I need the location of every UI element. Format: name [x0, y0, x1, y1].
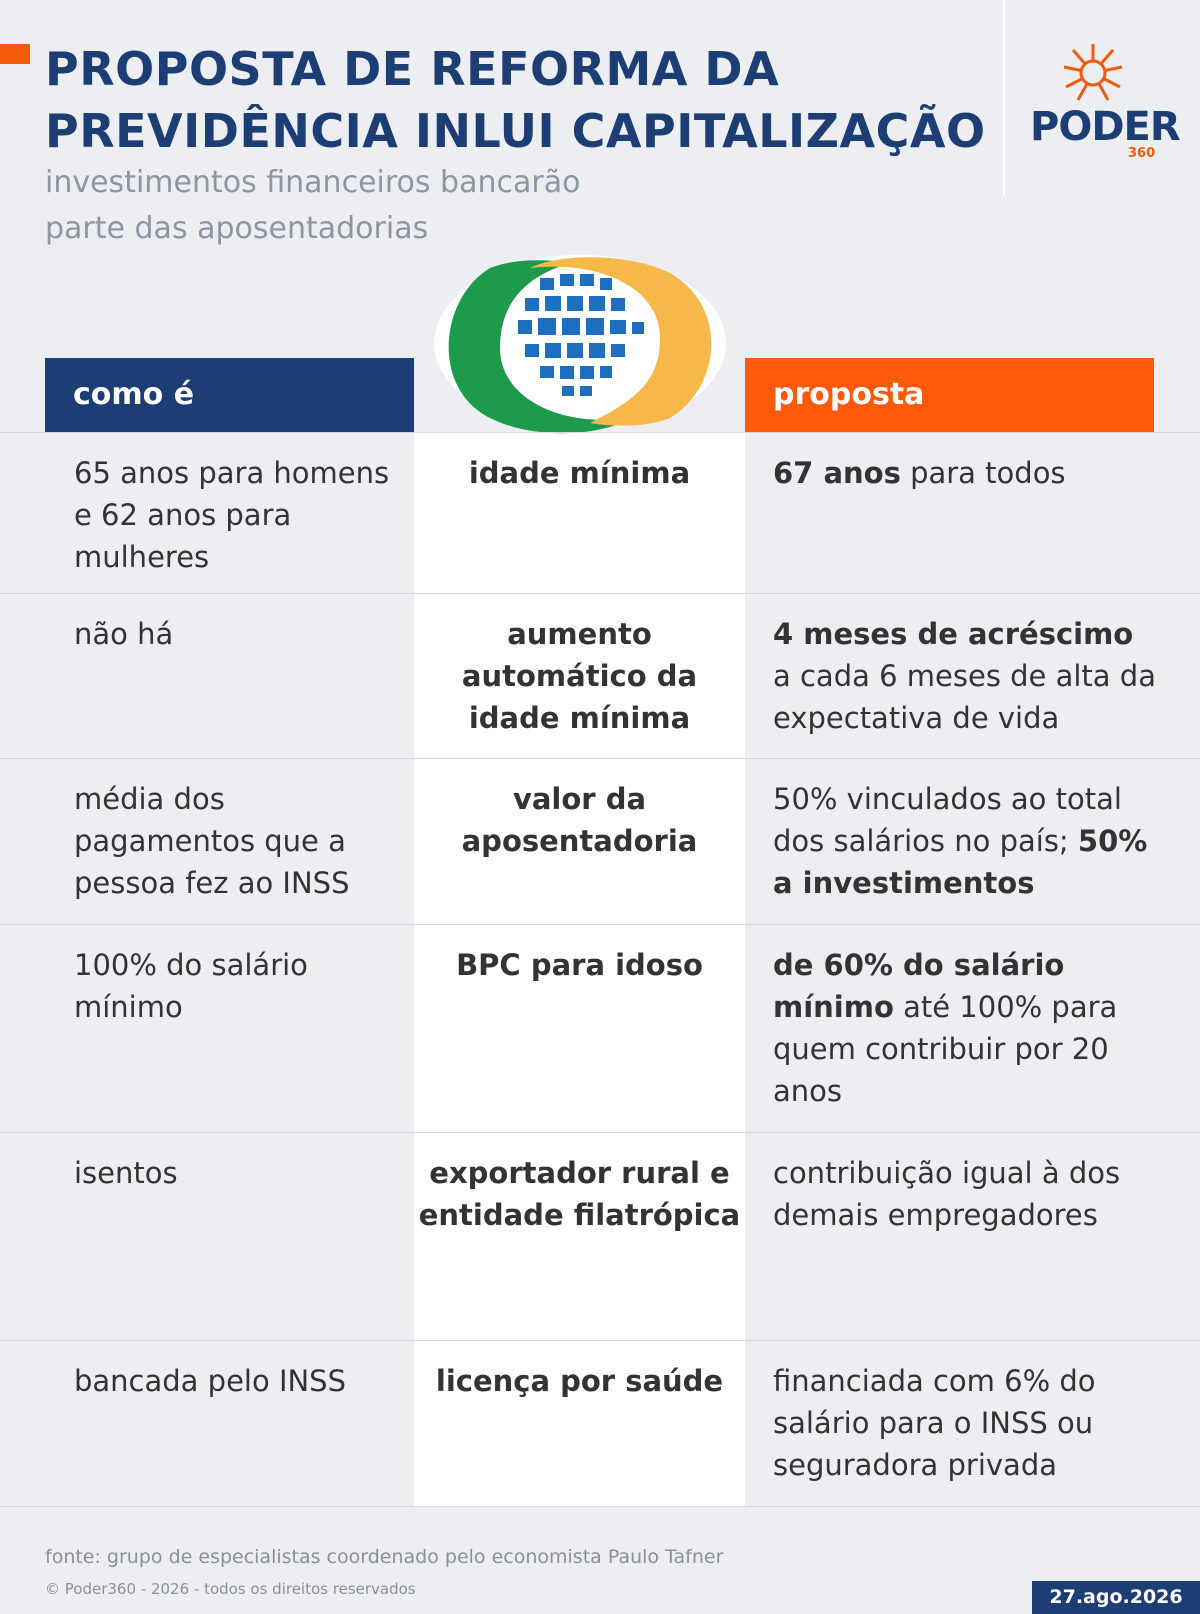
current-cell: não há: [74, 617, 174, 651]
row-line: [0, 1506, 1200, 1507]
row-line: [0, 924, 1200, 925]
proposal-cell: 67 anos para todos: [773, 432, 1158, 494]
copyright: © Poder360 - 2026 - todos os direitos re…: [45, 1580, 416, 1598]
proposal-text: para todos: [900, 456, 1066, 490]
current-cell: bancada pelo INSS: [74, 1364, 347, 1398]
proposal-text: de 60% do salário mínimo: [773, 948, 1065, 1024]
topic-cell: exportador rural e entidade filatrópica: [418, 1156, 741, 1232]
subtitle: investimentos financeiros bancarão parte …: [45, 160, 580, 252]
subtitle-line: parte das aposentadorias: [45, 211, 429, 246]
proposal-cell: 4 meses de acréscimo a cada 6 meses de a…: [773, 593, 1158, 739]
row-line: [0, 593, 1200, 594]
proposal-text: financiada com 6% do salário para o INSS…: [773, 1364, 1096, 1482]
proposal-text: contribuição igual à dos demais empregad…: [773, 1156, 1121, 1232]
topic-cell: licença por saúde: [435, 1364, 724, 1398]
proposal-cell: financiada com 6% do salário para o INSS…: [773, 1340, 1158, 1486]
proposal-text: até 100% para quem contribuir por 20 ano…: [773, 990, 1118, 1108]
logo-sun: [1063, 44, 1123, 101]
current-cell: 100% do salário mínimo: [74, 948, 308, 1024]
title-line: PROPOSTA DE REFORMA DA: [45, 42, 780, 96]
current-cell: isentos: [74, 1156, 178, 1190]
proposal-text: a cada 6 meses de alta da expectativa de…: [773, 659, 1156, 735]
inss-logo: [434, 255, 726, 434]
current-cell: 65 anos para homens e 62 anos para mulhe…: [74, 456, 390, 574]
proposal-text: 50% vinculados ao total dos salários no …: [773, 782, 1122, 858]
source: fonte: grupo de especialistas coordenado…: [45, 1546, 724, 1568]
subtitle-line: investimentos financeiros bancarão: [45, 165, 581, 200]
proposal-cell: 50% vinculados ao total dos salários no …: [773, 758, 1158, 904]
proposal-text: 4 meses de acréscimo: [773, 617, 1134, 651]
row-line: [0, 432, 1200, 433]
row-line: [0, 758, 1200, 759]
divider: [1003, 0, 1005, 195]
current-cell: média dos pagamentos que a pessoa fez ao…: [74, 782, 350, 900]
topic-cell: idade mínima: [468, 456, 691, 490]
title: PROPOSTA DE REFORMA DA PREVIDÊNCIA INLUI …: [45, 38, 986, 162]
date: 27.ago.2026: [1032, 1581, 1200, 1614]
title-line: PREVIDÊNCIA INLUI CAPITALIZAÇÃO: [45, 104, 986, 158]
topic-cell: valor da aposentadoria: [461, 782, 698, 858]
logo-name: PODER: [1030, 104, 1181, 150]
header-current: como é: [45, 358, 414, 432]
header-proposal: proposta: [745, 358, 1154, 432]
proposal-cell: contribuição igual à dos demais empregad…: [773, 1132, 1158, 1236]
proposal-text: 67 anos: [773, 456, 901, 490]
row-line: [0, 1340, 1200, 1341]
topic-column: [414, 432, 745, 1506]
topic-cell: BPC para idoso: [456, 948, 703, 982]
row-line: [0, 1132, 1200, 1133]
logo-number: 360: [1128, 146, 1156, 161]
topic-cell: aumento automático da idade mínima: [461, 617, 698, 735]
accent: [0, 44, 30, 64]
proposal-cell: de 60% do salário mínimo até 100% para q…: [773, 924, 1158, 1112]
proposal-text: 50% a investimentos: [773, 824, 1148, 900]
